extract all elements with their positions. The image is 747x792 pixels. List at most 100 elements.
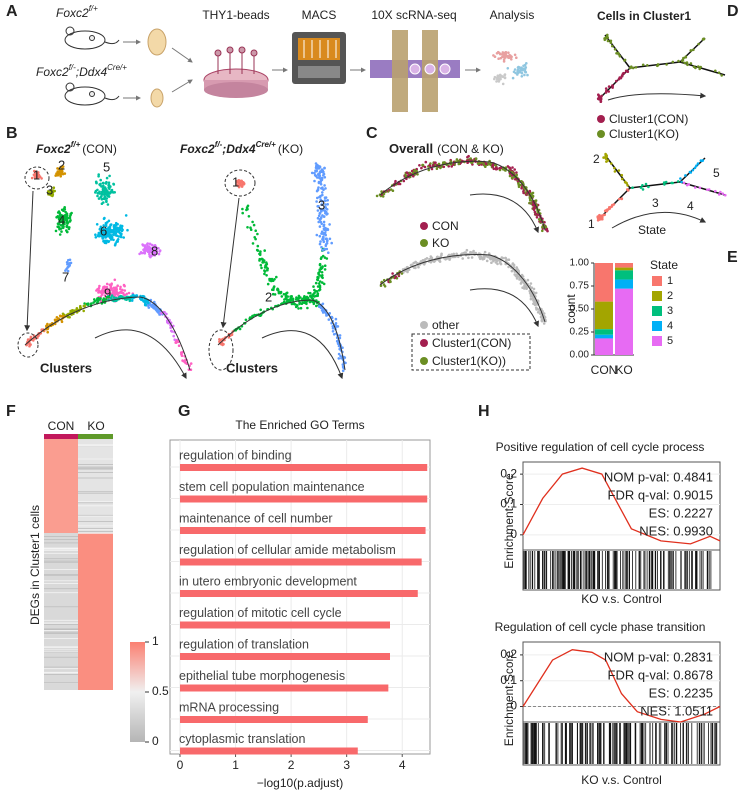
scatter-dot (109, 223, 112, 227)
stat-annotation: ES: 0.2235 (649, 685, 713, 700)
category-label: regulation of binding (179, 448, 292, 462)
testis-icon (150, 88, 164, 108)
scatter-dot (170, 329, 173, 333)
scatter-dot (317, 276, 320, 280)
legend-swatch (652, 306, 662, 316)
scatter-dot (285, 291, 289, 295)
chip-icon (370, 30, 460, 112)
panel-c: Overall (CON & KO) CON KO other Cluster1(… (375, 141, 549, 371)
scatter-dot (323, 196, 327, 199)
scatter-dot (322, 282, 326, 286)
scatter-dot (313, 171, 316, 175)
scatter-dot (268, 277, 271, 281)
scatter-dot (105, 197, 109, 200)
heatmap-cell (78, 528, 113, 529)
scatter-dot (102, 185, 105, 189)
heatmap-cell (78, 464, 113, 465)
scatter-dot (542, 322, 546, 325)
scatter-dot (65, 224, 69, 228)
scatter-dot (457, 255, 460, 259)
scatter-dot (59, 165, 62, 169)
step-label: 10X scRNA-seq (371, 8, 456, 22)
scatter-dot (121, 228, 124, 232)
scatter-dot (68, 258, 72, 262)
heatmap-cell (44, 666, 78, 668)
scatter-dot (45, 324, 48, 328)
scatter-dot (107, 184, 110, 187)
heatmap-cell (78, 532, 113, 534)
scatter-dot (316, 166, 320, 169)
genotype-label: Foxc2f/-;Ddx4Cre/+ (36, 63, 127, 79)
scatter-dot (55, 172, 58, 175)
heatmap-cell (44, 656, 78, 658)
legend-label: 4 (667, 320, 673, 332)
scatter-dot (318, 274, 322, 277)
scatter-dot (295, 296, 298, 299)
heatmap-cell (44, 548, 78, 550)
scatter-dot (484, 162, 488, 166)
scatter-dot (388, 279, 392, 283)
scatter-dot (60, 230, 63, 233)
scatter-dot (500, 256, 504, 259)
panel-letter: C (366, 125, 378, 142)
scatter-dot (720, 74, 723, 77)
scatter-dot (424, 160, 428, 164)
scatter-dot (105, 176, 109, 180)
scatter-dot (61, 165, 65, 168)
scatter-dot (502, 60, 506, 63)
heatmap-cell (44, 548, 78, 549)
scatter-dot (289, 295, 292, 298)
axis-title: Enrichment Score (502, 473, 516, 569)
column-annotation (78, 434, 113, 439)
scatter-dot (66, 269, 70, 273)
scatter-dot (299, 306, 303, 310)
scatter-dot (95, 289, 98, 292)
scatter-dot (141, 243, 144, 246)
scatter-dot (244, 318, 248, 322)
scatter-dot (515, 173, 518, 177)
scatter-dot (320, 203, 324, 206)
genotype-label: Foxc2f/+ (56, 4, 98, 20)
scatter-dot (634, 66, 638, 69)
scatter-dot (58, 169, 62, 172)
bar-segment (595, 338, 613, 355)
scatter-dot (322, 240, 326, 244)
scatter-dot (613, 47, 617, 51)
scatter-dot (108, 229, 111, 233)
scatter-dot (664, 180, 668, 184)
scatter-dot (514, 71, 517, 75)
scatter-dot (319, 180, 323, 183)
scatter-dot (485, 259, 489, 263)
scatter-dot (324, 199, 327, 203)
scatter-dot (325, 313, 329, 317)
scatter-dot (497, 77, 501, 81)
heatmap-cell (78, 505, 113, 507)
heatmap-cell (44, 558, 78, 560)
scatter-dot (238, 183, 241, 187)
scatter-dot (685, 183, 689, 187)
bar-segment (615, 288, 633, 355)
scatter-dot (721, 192, 725, 195)
scatter-dot (421, 163, 424, 167)
scatter-dot (512, 263, 516, 267)
heatmap-cell (44, 628, 78, 630)
scatter-dot (142, 251, 146, 255)
scatter-dot (694, 66, 697, 70)
scatter-dot (517, 185, 521, 189)
axis-title: Enrichment Score (502, 650, 516, 746)
heatmap-cell (44, 628, 78, 630)
scatter-dot (306, 306, 309, 310)
scatter-dot (600, 217, 604, 221)
scatter-dot (56, 174, 60, 177)
heatmap-cell (44, 592, 78, 594)
scatter-dot (536, 311, 540, 314)
cluster-label: 7 (62, 269, 69, 284)
scatter-dot (146, 245, 150, 249)
scatter-dot (321, 266, 324, 269)
scatter-dot (85, 302, 89, 306)
scatter-dot (163, 311, 166, 314)
scatter-dot (62, 209, 65, 212)
cluster-label: 6 (100, 223, 107, 238)
scatter-dot (240, 180, 243, 184)
scatter-dot (684, 55, 688, 58)
